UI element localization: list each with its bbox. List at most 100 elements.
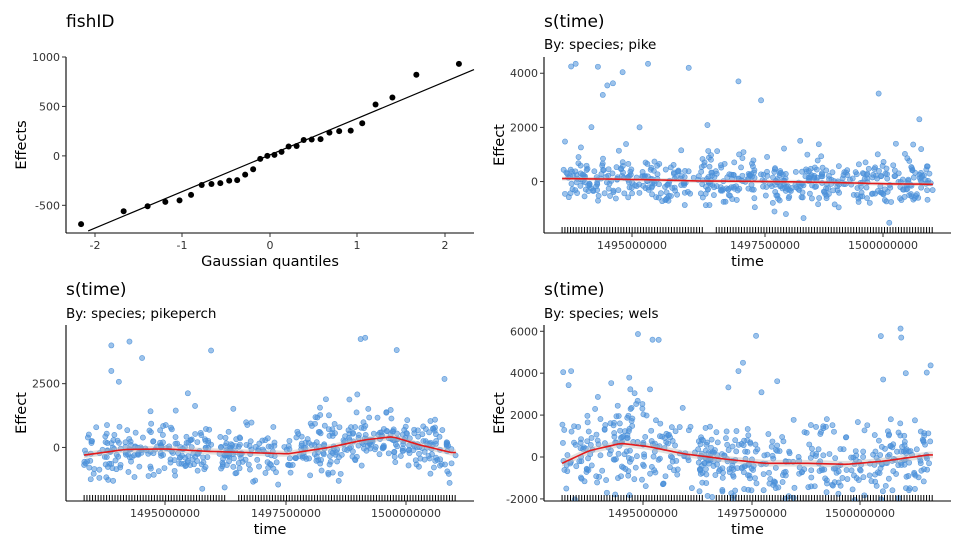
residual-point [811, 483, 818, 490]
residual-point [578, 144, 584, 151]
y-tick-label: 0 [531, 176, 538, 189]
residual-point [256, 463, 262, 470]
residual-point [411, 430, 418, 437]
residual-point [656, 181, 662, 188]
residual-point [870, 171, 877, 178]
residual-point [577, 170, 584, 177]
smooth-line [561, 442, 933, 466]
residual-point [779, 479, 786, 485]
residual-point [295, 431, 302, 437]
residual-point [898, 462, 905, 468]
residual-point [421, 456, 428, 463]
residual-point [588, 462, 595, 469]
residual-point [427, 470, 434, 477]
panel-3: s(time) By: species; pikeperch 0 2500 149500… [14, 280, 474, 538]
residual-point [565, 382, 572, 389]
residual-point [920, 437, 927, 444]
residual-point [113, 451, 120, 458]
residual-point [797, 137, 804, 144]
smooth-line [562, 177, 933, 186]
residual-point [584, 419, 591, 426]
residual-point [591, 168, 598, 175]
residual-point [116, 423, 123, 430]
residual-point [441, 376, 448, 382]
residual-point [837, 482, 844, 489]
residual-point [573, 463, 580, 470]
residual-point [136, 463, 143, 470]
residual-point [265, 443, 272, 450]
residual-point [918, 146, 925, 152]
residual-point [734, 465, 741, 471]
residual-point [735, 78, 742, 85]
residual-point [617, 427, 623, 434]
residual-point [711, 174, 718, 180]
residual-point [848, 454, 854, 461]
residual-point [413, 461, 420, 468]
residual-point [623, 141, 629, 147]
residual-point [706, 154, 712, 161]
residual-point [866, 472, 873, 479]
residual-point [764, 154, 770, 160]
residual-point [595, 441, 602, 448]
residual-point [404, 417, 411, 424]
residual-point [604, 82, 611, 89]
residual-point [751, 195, 758, 202]
residual-point [318, 457, 324, 463]
x-tick-label: 1500000000 [825, 507, 895, 520]
residual-point [157, 450, 164, 457]
residual-point [642, 433, 649, 440]
residual-point [628, 166, 635, 173]
residual-point [102, 461, 109, 468]
residual-point [665, 440, 671, 447]
residual-point [639, 405, 646, 412]
panel-subtitle: By: species; pike [544, 37, 656, 53]
x-tick-label: -1 [177, 239, 188, 252]
residual-point [725, 186, 731, 193]
data-point [198, 182, 205, 189]
residual-point [601, 426, 608, 433]
residual-point [880, 159, 887, 165]
residual-point [808, 422, 814, 428]
residual-point [855, 477, 862, 483]
residual-point [197, 430, 204, 436]
residual-point [160, 423, 167, 429]
residual-point [577, 439, 584, 446]
residual-point [420, 423, 427, 430]
residual-point [625, 161, 632, 167]
panel-2: s(time) By: species; pike 0 2000 4000 1495000… [492, 12, 951, 270]
residual-point [681, 202, 688, 208]
residual-point [564, 171, 571, 177]
residual-point [168, 426, 175, 433]
residual-point [84, 434, 91, 441]
residual-point [108, 440, 115, 447]
y-tick-label: 4000 [510, 367, 538, 380]
residual-point [905, 473, 912, 479]
residual-point [897, 325, 904, 332]
residual-point [314, 414, 321, 421]
residual-point [708, 169, 715, 176]
residual-point [582, 445, 589, 452]
rug [83, 495, 456, 501]
residual-point [814, 174, 821, 181]
residual-point [885, 475, 892, 482]
x-axis-label: time [254, 522, 287, 538]
residual-point [208, 347, 214, 354]
rug [561, 227, 933, 233]
y-axis-label: Effects [14, 120, 30, 169]
residual-point [247, 466, 253, 473]
residual-point [713, 183, 720, 190]
residual-point [621, 190, 628, 197]
data-point [336, 128, 343, 135]
residual-point [400, 441, 407, 447]
residual-point [820, 188, 827, 195]
residual-point [782, 185, 788, 191]
residual-point [733, 448, 740, 455]
residual-point [397, 453, 404, 459]
residual-point [724, 441, 731, 448]
residual-point [753, 480, 760, 487]
residual-point [819, 171, 826, 178]
residual-point [685, 427, 692, 434]
residual-point [826, 451, 833, 457]
residual-point [437, 456, 444, 463]
residual-point [918, 184, 925, 191]
